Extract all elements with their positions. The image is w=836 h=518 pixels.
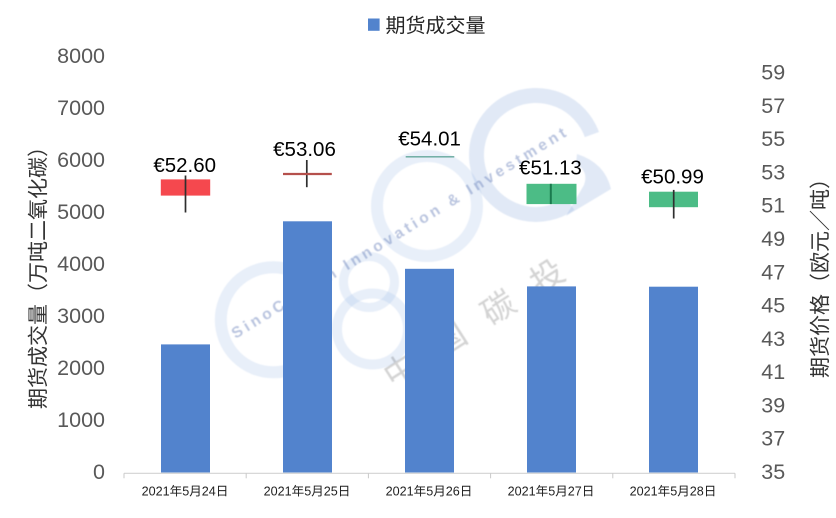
svg-text:2021: 2021: [508, 485, 536, 499]
svg-text:7000: 7000: [57, 96, 105, 120]
svg-text:35: 35: [761, 460, 785, 484]
svg-text:57: 57: [761, 94, 785, 118]
svg-text:€54.01: €54.01: [398, 128, 461, 151]
svg-text:1000: 1000: [57, 408, 105, 432]
svg-text:39: 39: [761, 393, 785, 417]
svg-text:8000: 8000: [57, 44, 105, 68]
svg-text:24: 24: [202, 485, 216, 499]
svg-text:49: 49: [761, 227, 785, 251]
svg-text:€50.99: €50.99: [641, 166, 704, 189]
svg-text:43: 43: [761, 327, 785, 351]
svg-text:25: 25: [324, 485, 338, 499]
svg-text:€51.13: €51.13: [519, 157, 582, 180]
svg-text:45: 45: [761, 294, 785, 318]
svg-text:26: 26: [446, 485, 460, 499]
svg-text:47: 47: [761, 260, 785, 284]
svg-text:59: 59: [761, 61, 785, 85]
svg-text:€52.60: €52.60: [153, 154, 216, 177]
svg-text:€53.06: €53.06: [273, 138, 336, 161]
svg-text:5: 5: [304, 485, 311, 499]
svg-text:5000: 5000: [57, 200, 105, 224]
svg-text:5: 5: [426, 485, 433, 499]
svg-text:28: 28: [690, 485, 704, 499]
svg-text:51: 51: [761, 194, 785, 218]
svg-text:2021: 2021: [264, 485, 292, 499]
svg-text:3000: 3000: [57, 304, 105, 328]
svg-text:0: 0: [93, 460, 105, 484]
svg-text:5: 5: [548, 485, 555, 499]
svg-text:53: 53: [761, 161, 785, 185]
svg-text:37: 37: [761, 427, 785, 451]
svg-text:41: 41: [761, 360, 785, 384]
svg-text:4000: 4000: [57, 252, 105, 276]
svg-text:2021: 2021: [386, 485, 414, 499]
svg-text:55: 55: [761, 127, 785, 151]
svg-text:2021: 2021: [142, 485, 170, 499]
svg-text:5: 5: [670, 485, 677, 499]
svg-text:2021: 2021: [630, 485, 658, 499]
svg-text:5: 5: [182, 485, 189, 499]
svg-text:6000: 6000: [57, 148, 105, 172]
svg-text:27: 27: [568, 485, 582, 499]
svg-text:2000: 2000: [57, 356, 105, 380]
